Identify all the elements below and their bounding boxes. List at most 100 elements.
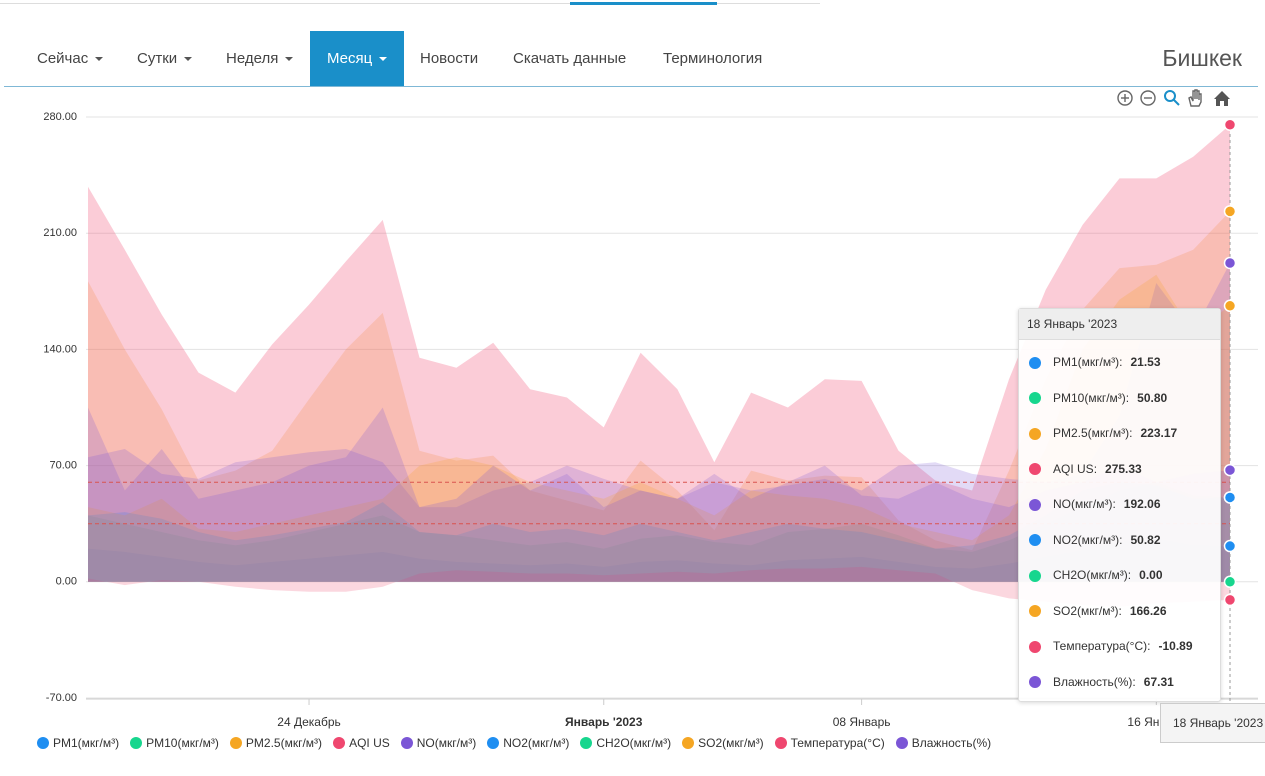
tooltip-row: NO2(мкг/м³) 50.82 [1029,530,1161,550]
zoom-in-icon[interactable] [1117,90,1133,106]
y-tick-label: 0.00 [56,576,77,588]
nav-tab[interactable]: Скачать данные [513,50,627,67]
tooltip-value: 50.80 [1137,390,1168,405]
hover-dot [1223,575,1237,589]
area [88,482,1230,582]
area [88,263,1230,582]
hover-dot [1223,118,1237,132]
legend-dot [37,737,49,749]
legend-label: Влажность(%) [911,736,992,750]
tooltip-title: 18 Январь '2023 [1019,309,1220,340]
tooltip-dot [1029,463,1041,476]
nav-bar: Бишкек Сейчас Сутки Неделя Месяц Новости Скач… [4,31,1258,87]
y-tick-label: 280.00 [43,111,77,123]
tooltip-row: AQI US 275.33 [1029,459,1142,479]
tooltip-row: Влажность(%) 67.31 [1029,672,1174,692]
legend-label: PM10(мкг/м³) [146,736,219,750]
area [88,538,1230,582]
tooltip-dot [1029,569,1041,582]
hover-dot [1223,205,1237,218]
legend-item[interactable]: NO(мкг/м³) [400,736,477,750]
legend-item[interactable]: SO2(мкг/м³) [682,736,764,750]
tooltip-dot [1029,676,1041,689]
tooltip-dot [1029,498,1041,511]
tooltip-name: PM1(мкг/м³) [1053,355,1122,369]
crosshair-label: 18 Январь '2023 [1160,703,1265,743]
toolbar [1117,89,1230,107]
tooltip-dot [1029,640,1041,653]
y-tick-label: 140.00 [43,343,77,355]
tooltip-value: 50.82 [1130,532,1161,547]
tooltip-name: Температура(°C) [1053,639,1150,653]
legend: PM1(мкг/м³) PM10(мкг/м³) PM2.5(мкг/м³) AQI … [37,736,1002,756]
legend-label: PM2.5(мкг/м³) [245,736,323,750]
legend-label: NO(мкг/м³) [416,736,477,750]
legend-item[interactable]: PM10(мкг/м³) [130,736,219,750]
nav-tab[interactable]: Неделя [209,31,310,86]
tooltip-row: PM1(мкг/м³) 21.53 [1029,352,1161,372]
tooltip-row: Температура(°C) -10.89 [1029,636,1193,656]
tooltip-name: SO2(мкг/м³) [1053,604,1122,618]
nav-tab[interactable]: Терминология [663,50,763,67]
legend-item[interactable]: PM1(мкг/м³) [37,736,119,750]
area [88,274,1230,582]
nav-tab[interactable]: Сейчас [20,31,120,86]
tooltip-row: PM2.5(мкг/м³) 223.17 [1029,423,1177,443]
tooltip-value: 67.31 [1143,674,1174,689]
tooltip-value: 21.53 [1130,355,1161,369]
legend-dot [682,737,695,749]
zoom-select-icon[interactable] [1164,90,1180,106]
y-tick-label: 210.00 [43,227,77,239]
x-tick-label: 24 Декабрь [277,715,340,729]
legend-item[interactable]: Температура(°C) [774,736,885,750]
home-icon[interactable] [1214,91,1230,106]
hover-dot [1223,593,1237,607]
tooltip-value: 192.06 [1123,497,1161,511]
tooltip-row: NO(мкг/м³) 192.06 [1029,494,1161,514]
tooltip-row: PM10(мкг/м³) 50.80 [1029,388,1167,408]
pan-icon[interactable] [1188,89,1202,107]
y-tick-label: -70.00 [46,692,77,704]
legend-item[interactable]: PM2.5(мкг/м³) [229,736,323,750]
legend-dot [895,737,908,749]
legend-item[interactable]: CH2O(мкг/м³) [580,736,671,750]
tooltip-name: PM2.5(мкг/м³) [1053,426,1132,440]
y-tick-label: 70.00 [49,460,77,472]
hover-dot [1223,539,1237,553]
tooltip-name: Влажность(%) [1053,675,1136,689]
tooltip-dot [1029,356,1041,369]
hover-dot [1223,491,1237,504]
legend-label: Температура(°C) [790,736,885,750]
legend-label: AQI US [349,736,390,750]
legend-dot [487,737,500,749]
tooltip-name: AQI US [1053,462,1097,476]
tooltip-value: 223.17 [1140,426,1178,440]
tooltip-name: CH2O(мкг/м³) [1053,568,1131,582]
top-indicator [570,2,717,5]
legend-item[interactable]: Влажность(%) [895,736,992,750]
area [88,211,1230,582]
tooltip-name: NO(мкг/м³) [1053,497,1116,511]
legend-dot [580,737,593,749]
tooltip-row: CH2O(мкг/м³) 0.00 [1029,565,1163,585]
x-tick-label: 08 Январь [833,715,891,729]
nav-tab[interactable]: Новости [420,50,479,67]
x-tick-label: Январь '2023 [565,715,643,729]
area [88,124,1230,582]
legend-label: CH2O(мкг/м³) [596,736,672,750]
legend-item[interactable]: AQI US [333,736,390,750]
hover-dot [1223,256,1237,270]
area [88,482,1230,582]
nav-tab[interactable]: Сутки [120,31,209,86]
legend-dot [333,737,346,749]
legend-item[interactable]: NO2(мкг/м³) [487,736,569,750]
nav-tab[interactable]: Месяц [310,31,405,86]
tooltip-value: 166.26 [1129,603,1167,618]
tooltip-dot [1029,534,1041,547]
top-rule [0,3,820,4]
zoom-out-icon[interactable] [1140,90,1156,106]
tooltip-dot [1029,605,1041,618]
tooltip-row: SO2(мкг/м³) 166.26 [1029,601,1167,621]
area [88,407,1230,582]
